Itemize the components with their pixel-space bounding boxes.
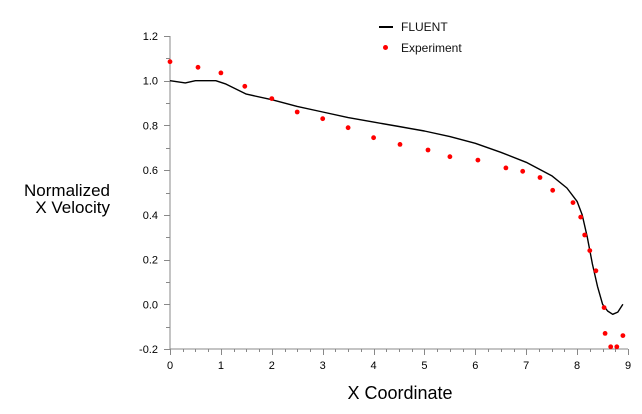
legend-label: Experiment (401, 40, 462, 55)
x-tick-label: 7 (523, 360, 529, 372)
experiment-point (614, 344, 620, 350)
y-tick-label: 0.2 (143, 255, 158, 267)
experiment-point (167, 59, 173, 65)
x-tick-label: 5 (421, 360, 427, 372)
experiment-point (593, 268, 599, 274)
x-tick-label: 9 (625, 360, 631, 372)
experiment-point (475, 157, 481, 163)
legend-item-fluent: FLUENT (377, 16, 462, 37)
y-tick-label: 0.0 (143, 299, 158, 311)
experiment-point (550, 187, 556, 193)
experiment-point (345, 125, 351, 131)
experiment-point (608, 344, 614, 350)
experiment-point (242, 83, 248, 89)
fluent-line (169, 79, 624, 315)
line-swatch-icon (379, 25, 393, 28)
experiment-point (218, 70, 224, 76)
experiment-point (269, 96, 275, 101)
x-tick-label: 1 (218, 360, 224, 372)
experiment-point (195, 64, 201, 70)
y-tick-label: 1.0 (143, 76, 158, 88)
experiment-point (601, 305, 607, 310)
axes: 1.2 1.0 0.8 0.6 0.4 0.2 0.0 -0.2 0 1 2 3 4 5 6 7 8 9 (139, 31, 631, 372)
experiment-point (582, 232, 588, 238)
experiment-point (578, 214, 584, 220)
x-axis-title: X Coordinate (347, 383, 453, 403)
experiment-point (620, 333, 626, 338)
experiment-point (294, 109, 300, 115)
y-axis-title-line-1: Normalized (24, 181, 110, 200)
x-tick-label: 3 (320, 360, 326, 372)
legend-item-experiment: Experiment (377, 37, 462, 58)
experiment-point (447, 154, 453, 160)
legend: FLUENT Experiment (377, 16, 462, 58)
experiment-point (602, 331, 608, 336)
experiment-point (537, 175, 543, 180)
x-tick-label: 6 (472, 360, 478, 372)
y-tick-label: -0.2 (139, 344, 158, 356)
y-axis-title: Normalized X Velocity (6, 182, 110, 216)
experiment-point (570, 200, 576, 206)
experiment-point (397, 142, 403, 147)
x-tick-label: 8 (574, 360, 580, 372)
experiment-point (587, 248, 593, 254)
y-axis-title-line-2: X Velocity (35, 198, 110, 217)
dot-swatch-icon (383, 45, 388, 50)
x-tick-label: 4 (370, 360, 376, 372)
legend-label: FLUENT (401, 19, 448, 34)
experiment-point (425, 147, 431, 153)
y-tick-label: 0.4 (143, 210, 158, 222)
y-tick-label: 1.2 (143, 31, 158, 43)
experiment-point (371, 135, 376, 141)
y-tick-label: 0.8 (143, 120, 158, 132)
x-tick-label: 2 (269, 360, 275, 372)
series-layer (167, 59, 626, 350)
experiment-point (320, 116, 326, 122)
y-tick-label: 0.6 (143, 165, 158, 177)
x-tick-label: 0 (167, 360, 173, 372)
experiment-point (520, 168, 526, 174)
experiment-point (503, 165, 509, 171)
